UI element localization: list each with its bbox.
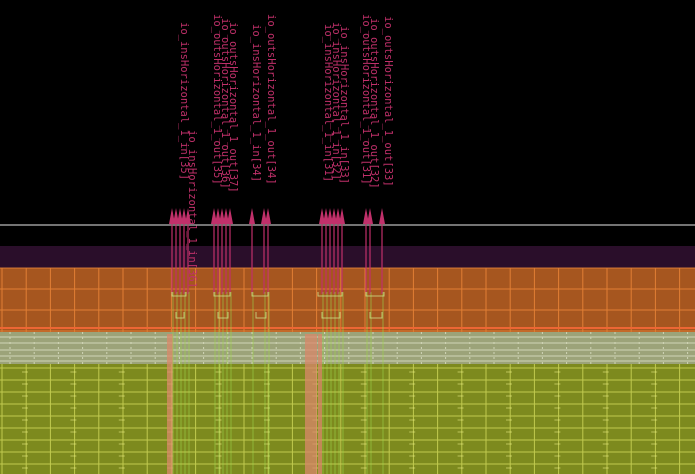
pin-label: io_outsHorizontal_1_out[34] [265, 14, 277, 185]
pin-label: io_insHorizontal_1_in[36] [186, 130, 198, 288]
pin-group [169, 208, 385, 474]
pin-arrow-icon [215, 208, 221, 224]
green-cell-region [0, 364, 695, 474]
pin-arrow-icon [177, 208, 183, 224]
pin-arrow-icon [339, 208, 345, 224]
pin-label-group: io_insHorizontal_1_in[35]io_insHorizonta… [178, 14, 394, 288]
green-cell-marks [22, 371, 658, 469]
pin-arrow-icon [379, 208, 385, 224]
pin-arrow-icon [181, 208, 187, 224]
pin-arrow-icon [185, 208, 191, 224]
pin-label: io_outsHorizontal_1_out[32] [368, 18, 380, 189]
route-hooks [171, 292, 385, 319]
pin-arrow-icon [261, 208, 267, 224]
pin-label: io_outsHorizontal_1_out[35] [211, 14, 223, 185]
pin-label: io_outsHorizontal_1_out[33] [382, 16, 394, 187]
routing-blockage-band [0, 246, 695, 268]
green-grid [0, 364, 695, 474]
pin-arrow-icon [265, 208, 271, 224]
pin-label: io_insHorizontal_1_in[33] [338, 26, 350, 184]
pin-arrow-icon [363, 208, 369, 224]
pin-arrow-icon [335, 208, 341, 224]
orange-macro-region [0, 268, 695, 332]
pin-label: io_insHorizontal_1_in[32] [330, 22, 342, 180]
pin-arrow-icon [227, 208, 233, 224]
pin-arrow-icon [323, 208, 329, 224]
orange-grid [0, 267, 695, 332]
pin-label: io_insHorizontal_1_in[34] [250, 24, 262, 182]
pin-arrow-icon [319, 208, 325, 224]
pin-arrow-icon [331, 208, 337, 224]
pin-label: io_outsHorizontal_1_out[36] [219, 18, 231, 189]
pin-arrow-icon [327, 208, 333, 224]
pin-arrow-icon [219, 208, 225, 224]
pin-arrow-icon [173, 208, 179, 224]
pin-arrow-icon [249, 208, 255, 224]
pin-arrow-icon [169, 208, 175, 224]
pin-label: io_outsHorizontal_1_out[31] [360, 14, 372, 185]
pin-label: io_insHorizontal_1_in[35] [178, 22, 190, 180]
pin-label: io_outsHorizontal_1_out[37] [227, 22, 239, 193]
pale-band-lines [0, 332, 695, 364]
pin-arrow-icon [367, 208, 373, 224]
pin-arrow-icon [211, 208, 217, 224]
pin-label: io_insHorizontal_1_in[31] [322, 24, 334, 182]
salmon-wires [167, 334, 322, 474]
pin-arrow-icon [223, 208, 229, 224]
